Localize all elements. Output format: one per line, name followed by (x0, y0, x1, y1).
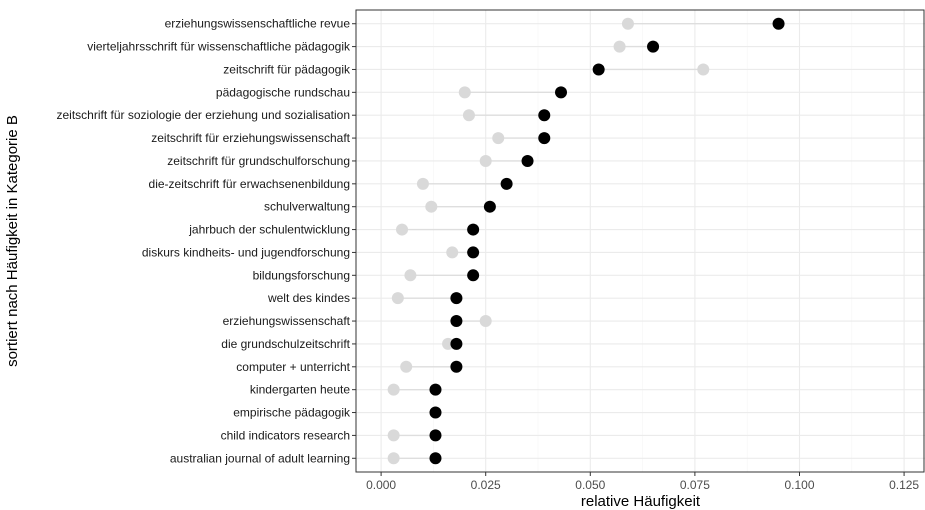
point-series-light (492, 132, 505, 145)
y-tick-label: zeitschrift für soziologie der erziehung… (57, 108, 351, 122)
y-tick-label: die-zeitschrift für erwachsenenbildung (149, 177, 350, 191)
y-tick-label: zeitschrift für grundschulforschung (167, 154, 350, 168)
point-series-dark (450, 292, 463, 305)
y-tick-label: jahrbuch der schulentwicklung (188, 223, 350, 237)
point-series-light (621, 17, 634, 30)
point-series-light (697, 63, 710, 76)
point-series-light (387, 452, 400, 465)
x-tick-label: 0.000 (366, 478, 396, 492)
point-series-light (416, 177, 429, 190)
y-tick-label: zeitschrift für pädagogik (223, 62, 351, 76)
point-series-dark (450, 360, 463, 373)
y-tick-label: schulverwaltung (264, 200, 350, 214)
point-series-dark (521, 154, 534, 167)
x-tick-label: 0.025 (471, 478, 501, 492)
x-tick-label: 0.075 (680, 478, 710, 492)
point-series-dark (429, 406, 442, 419)
point-series-dark (500, 177, 513, 190)
y-tick-label: child indicators research (221, 428, 350, 442)
y-tick-label: die grundschulzeitschrift (221, 337, 350, 351)
y-tick-label: diskurs kindheits- und jugendforschung (142, 245, 350, 259)
point-series-dark (429, 452, 442, 465)
point-series-dark (483, 200, 496, 213)
y-tick-label: vierteljahrsschrift für wissenschaftlich… (87, 40, 351, 54)
point-series-light (400, 360, 413, 373)
point-series-light (425, 200, 438, 213)
point-series-dark (555, 86, 568, 99)
point-series-dark (429, 429, 442, 442)
x-tick-labels: 0.000 0.025 0.050 0.075 0.100 0.125 (366, 472, 919, 492)
point-series-light (479, 315, 492, 328)
y-tick-label: pädagogische rundschau (216, 85, 350, 99)
point-series-light (404, 269, 417, 282)
y-tick-label: erziehungswissenschaft (223, 314, 351, 328)
point-series-dark (429, 383, 442, 396)
x-tick-label: 0.100 (784, 478, 814, 492)
point-series-dark (538, 109, 551, 122)
y-tick-label: australian journal of adult learning (170, 451, 350, 465)
x-tick-label: 0.050 (575, 478, 605, 492)
point-series-dark (592, 63, 605, 76)
grid (356, 10, 925, 472)
y-tick-label: erziehungswissenschaftliche revue (165, 17, 351, 31)
y-tick-label: kindergarten heute (250, 383, 350, 397)
y-tick-label: bildungsforschung (253, 268, 350, 282)
y-axis-title: sortiert nach Häufigkeit in Kategorie B (4, 115, 21, 367)
point-series-light (396, 223, 409, 236)
y-tick-label: zeitschrift für erziehungswissenschaft (151, 131, 350, 145)
point-series-light (613, 40, 626, 53)
point-series-dark (467, 223, 480, 236)
y-tick-labels: erziehungswissenschaftliche revue viertel… (57, 17, 356, 465)
y-tick-label: welt des kindes (267, 291, 350, 305)
point-series-dark (467, 269, 480, 282)
point-series-dark (538, 132, 551, 145)
y-tick-label: empirische pädagogik (233, 406, 351, 420)
panel-border (355, 9, 925, 473)
point-series-dark (450, 315, 463, 328)
point-series-dark (647, 40, 660, 53)
points (387, 17, 785, 465)
y-tick-label: computer + unterricht (236, 360, 350, 374)
point-series-light (458, 86, 471, 99)
point-series-light (479, 154, 492, 167)
point-series-light (387, 383, 400, 396)
point-series-light (442, 337, 455, 350)
point-series-light (387, 429, 400, 442)
point-series-light (446, 246, 459, 259)
point-series-dark (772, 17, 785, 30)
point-series-light (462, 109, 475, 122)
segments (393, 23, 779, 459)
x-axis-title: relative Häufigkeit (581, 493, 701, 510)
point-series-light (391, 292, 404, 305)
point-series-dark (450, 337, 463, 350)
point-series-dark (467, 246, 480, 259)
x-tick-label: 0.125 (889, 478, 919, 492)
